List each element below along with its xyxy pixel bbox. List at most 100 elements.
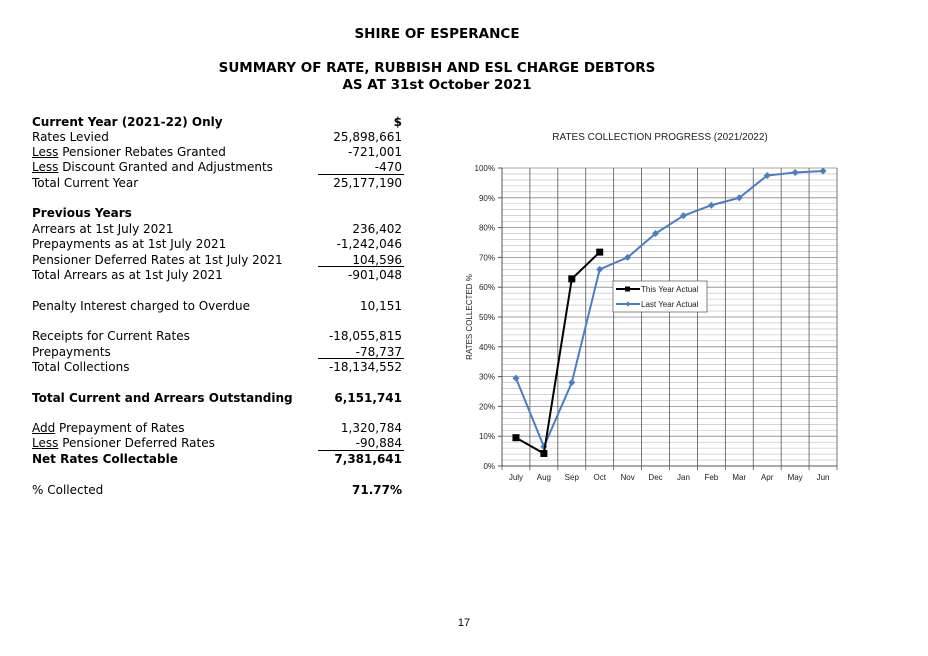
table-row: Pensioner Deferred Rates at 1st July 202…: [32, 252, 402, 268]
row-prefix: Less: [32, 160, 59, 174]
row-label: Previous Years: [32, 205, 132, 221]
report-title: SUMMARY OF RATE, RUBBISH AND ESL CHARGE …: [218, 60, 656, 76]
row-label-text: Total Current Year: [32, 176, 139, 190]
series-line-1: [515, 169, 824, 450]
data-point-this-year: [540, 449, 548, 457]
data-point-this-year: [568, 275, 576, 283]
y-tick-label: 100%: [475, 164, 495, 173]
row-label-text: Pensioner Deferred Rates at 1st July 202…: [32, 253, 283, 267]
x-tick-label: Jun: [817, 473, 830, 482]
row-label: % Collected: [32, 482, 103, 498]
row-value: -18,055,815: [328, 329, 402, 343]
row-value: -1,242,046: [336, 237, 402, 251]
row-label-text: Receipts for Current Rates: [32, 329, 190, 343]
row-value: 25,177,190: [333, 176, 402, 190]
data-point-this-year: [512, 434, 520, 442]
y-tick-label: 30%: [479, 373, 495, 382]
row-prefix: Add: [32, 421, 56, 435]
organization-name: SHIRE OF ESPERANCE: [354, 26, 520, 42]
table-row: Receipts for Current Rates -18,055,815: [32, 328, 402, 344]
x-tick-label: Apr: [761, 473, 774, 482]
table-row: Prepayments as at 1st July 2021 -1,242,04…: [32, 236, 402, 252]
row-label: Prepayments: [32, 344, 111, 360]
x-tick-label: Aug: [537, 473, 551, 482]
data-point-last-year: [763, 171, 771, 179]
x-tick-label: Mar: [732, 473, 746, 482]
row-value: 71.77%: [352, 483, 402, 497]
row-value: 25,898,661: [333, 130, 402, 144]
y-tick-label: 20%: [479, 402, 495, 411]
total-rule: [318, 450, 404, 451]
row-label: Add Prepayment of Rates: [32, 420, 185, 436]
row-value: $: [393, 115, 402, 129]
row-value: -901,048: [348, 268, 402, 282]
data-point-last-year: [707, 201, 715, 209]
table-row: Less Pensioner Deferred Rates -90,884: [32, 435, 402, 451]
row-label-text: Total Current and Arrears Outstanding: [32, 391, 293, 405]
row-value: 6,151,741: [334, 391, 402, 405]
row-label-text: Pensioner Rebates Granted: [58, 145, 226, 159]
x-tick-label: Feb: [704, 473, 718, 482]
table-row: Total Current and Arrears Outstanding 6,1…: [32, 390, 402, 406]
x-tick-label: Nov: [621, 473, 635, 482]
data-point-last-year: [819, 167, 827, 175]
row-prefix: Less: [32, 145, 59, 159]
row-label-text: Prepayments as at 1st July 2021: [32, 237, 227, 251]
table-row: Total Current Year 25,177,190: [32, 175, 402, 191]
table-row: Total Arrears as at 1st July 2021 -901,04…: [32, 267, 402, 283]
row-value: -721,001: [348, 145, 402, 159]
y-tick-label: 80%: [479, 224, 495, 233]
page-number: 17: [457, 617, 471, 629]
row-label: Net Rates Collectable: [32, 451, 178, 467]
table-row: Rates Levied 25,898,661: [32, 129, 402, 145]
legend-label: Last Year Actual: [641, 300, 699, 309]
series-line-0: [515, 251, 601, 456]
row-label: Pensioner Deferred Rates at 1st July 202…: [32, 252, 283, 268]
table-row: Arrears at 1st July 2021 236,402: [32, 221, 402, 237]
table-row: Total Collections -18,134,552: [32, 359, 402, 375]
row-label: Prepayments as at 1st July 2021: [32, 236, 226, 252]
row-label-text: Arrears at 1st July 2021: [32, 222, 174, 236]
table-row: Previous Years: [32, 205, 402, 221]
table-row: Penalty Interest charged to Overdue 10,15…: [32, 298, 402, 314]
row-label-text: Current Year (2021-22) Only: [32, 115, 223, 129]
table-row: Prepayments -78,737: [32, 344, 402, 360]
row-label-text: % Collected: [32, 483, 104, 497]
data-point-last-year: [679, 212, 687, 220]
row-label: Less Pensioner Rebates Granted: [32, 144, 226, 160]
row-value: -78,737: [355, 345, 402, 359]
row-label-text: Prepayments: [32, 345, 111, 359]
chart-title: RATES COLLECTION PROGRESS (2021/2022): [552, 132, 767, 143]
row-label: Arrears at 1st July 2021: [32, 221, 174, 237]
row-value: -18,134,552: [328, 360, 402, 374]
x-tick-label: May: [788, 473, 803, 482]
row-value: 104,596: [352, 253, 402, 267]
data-point-last-year: [791, 168, 799, 176]
data-point-last-year: [512, 374, 520, 382]
x-tick-label: Dec: [648, 473, 662, 482]
data-point-last-year: [735, 194, 743, 202]
table-row: Less Discount Granted and Adjustments -47…: [32, 159, 402, 175]
table-row: % Collected 71.77%: [32, 482, 402, 498]
legend-label: This Year Actual: [641, 285, 699, 294]
y-tick-label: 60%: [479, 283, 495, 292]
row-label-text: Net Rates Collectable: [32, 452, 178, 466]
row-value: 236,402: [352, 222, 402, 236]
table-row: Less Pensioner Rebates Granted -721,001: [32, 144, 402, 160]
data-point-last-year: [568, 379, 576, 387]
row-label-text: Penalty Interest charged to Overdue: [32, 299, 250, 313]
row-value: 10,151: [360, 299, 402, 313]
row-label-text: Rates Levied: [32, 130, 109, 144]
row-label: Less Discount Granted and Adjustments: [32, 159, 273, 175]
total-rule: [318, 266, 404, 267]
data-point-last-year: [652, 230, 660, 238]
row-label: Receipts for Current Rates: [32, 328, 190, 344]
row-label: Total Collections: [32, 359, 129, 375]
row-label-text: Prepayment of Rates: [55, 421, 185, 435]
row-label: Penalty Interest charged to Overdue: [32, 298, 250, 314]
x-tick-label: Sep: [565, 473, 580, 482]
x-tick-label: Jan: [677, 473, 690, 482]
row-value: -470: [374, 160, 402, 174]
data-point-last-year: [624, 253, 632, 261]
